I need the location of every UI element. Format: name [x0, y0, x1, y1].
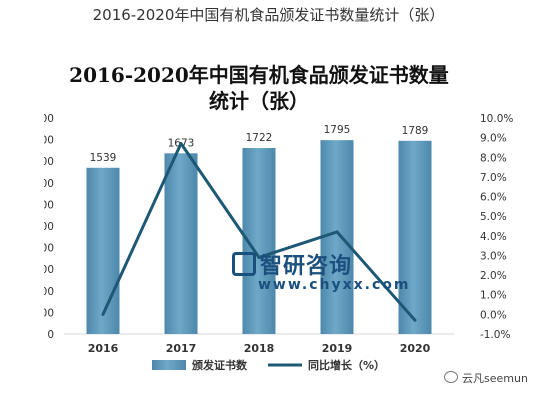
left-axis-tick-label: 1000	[44, 221, 54, 233]
right-axis-tick-label: 6.0%	[480, 192, 507, 204]
bar-2017	[164, 153, 198, 334]
bar-2020	[398, 140, 432, 334]
chart-frame: 2016-2020年中国有机食品颁发证书数量统计（张） 0 200 400 600 800…	[44, 52, 537, 396]
right-axis-tick-label: 1.0%	[480, 290, 507, 302]
left-axis-tick-label: 1800	[44, 135, 54, 147]
bar-value-label: 1722	[246, 132, 273, 144]
left-axis-tick-label: 1600	[44, 156, 54, 168]
growth-point	[101, 312, 105, 316]
bar-2019	[320, 140, 354, 334]
left-axis-tick-label: 1200	[44, 199, 54, 211]
chyxx-logo-icon	[232, 252, 256, 276]
right-axis-tick-label: 8.0%	[480, 152, 507, 164]
right-axis-tick-label: -1.0%	[480, 329, 510, 341]
left-axis-tick-label: 200	[44, 307, 54, 319]
right-axis-tick-label: 2.0%	[480, 270, 507, 282]
x-axis-tick-label: 2020	[400, 342, 431, 355]
legend-label-bar: 颁发证书数	[192, 358, 248, 372]
right-axis-tick-label: 4.0%	[480, 231, 507, 243]
x-axis-tick-label: 2018	[244, 342, 275, 355]
left-axis-tick-label: 800	[44, 243, 54, 255]
page-title: 2016-2020年中国有机食品颁发证书数量统计（张）	[92, 6, 445, 24]
x-axis-tick-label: 2019	[322, 342, 353, 355]
chart-svg: 2016-2020年中国有机食品颁发证书数量统计（张） 0 200 400 600 800…	[44, 63, 513, 372]
bar-2016	[86, 167, 120, 334]
right-axis-tick-label: 10.0%	[480, 113, 513, 125]
source-text: 云凡seemun	[462, 372, 528, 385]
left-axis-tick-label: 2000	[44, 113, 54, 125]
bar-value-label: 1539	[90, 152, 117, 164]
x-axis-tick-label: 2016	[88, 342, 119, 355]
right-axis-tick-label: 7.0%	[480, 172, 507, 184]
growth-point	[413, 318, 417, 322]
wechat-icon	[444, 371, 458, 383]
left-axis-tick-label: 400	[44, 286, 54, 298]
watermark-url: www.chyxx.com	[258, 277, 411, 293]
legend-label-line: 同比增长（%）	[308, 358, 385, 372]
right-axis-tick-label: 9.0%	[480, 133, 507, 145]
chart-title-line: 2016-2020年中国有机食品颁发证书数量	[69, 63, 449, 87]
left-axis-tick-label: 1400	[44, 178, 54, 190]
growth-point	[335, 230, 339, 234]
left-axis-tick-label: 0	[47, 329, 54, 341]
chart-title-line: 统计（张）	[209, 89, 309, 113]
growth-point	[257, 255, 261, 259]
watermark-brand: 智研咨询	[232, 248, 352, 280]
right-axis-tick-label: 0.0%	[480, 309, 507, 321]
legend-swatch-bar	[152, 360, 186, 370]
growth-point	[179, 142, 183, 146]
right-axis-tick-label: 3.0%	[480, 250, 507, 262]
source-mark: 云凡seemun	[444, 370, 528, 386]
bar-value-label: 1795	[324, 124, 351, 136]
bar-value-label: 1789	[402, 125, 429, 137]
right-axis-tick-label: 5.0%	[480, 211, 507, 223]
left-axis-tick-label: 600	[44, 264, 54, 276]
x-axis-tick-label: 2017	[166, 342, 197, 355]
